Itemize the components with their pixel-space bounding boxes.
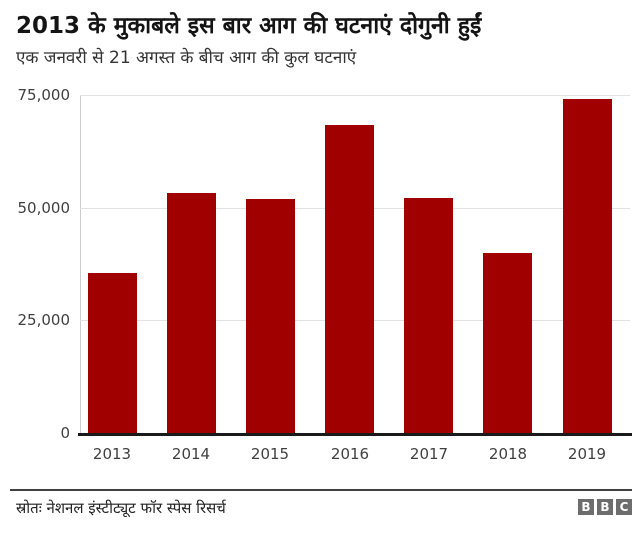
x-tick-label: 2016 xyxy=(330,445,370,463)
chart-subtitle: एक जनवरी से 21 अगस्त के बीच आग की कुल घट… xyxy=(16,48,357,68)
bar-2018 xyxy=(483,253,532,433)
chart-title: 2013 के मुकाबले इस बार आग की घटनाएं दोगु… xyxy=(16,13,482,39)
y-tick-label: 0 xyxy=(60,424,70,442)
x-tick-label: 2015 xyxy=(250,445,290,463)
bar-2014 xyxy=(167,193,216,433)
x-axis-line xyxy=(78,433,632,436)
y-tick-label: 75,000 xyxy=(17,86,71,104)
bar-2017 xyxy=(404,198,453,433)
y-tick-label: 25,000 xyxy=(17,311,71,329)
bar-2016 xyxy=(325,125,374,433)
bar-2013 xyxy=(88,273,137,433)
bbc-logo-letter: B xyxy=(597,499,613,515)
source-text: स्रोतः नेशनल इंस्टीट्यूट फॉर स्पेस रिसर्… xyxy=(16,499,226,517)
gridline-75,000 xyxy=(80,95,630,96)
x-tick-label: 2013 xyxy=(92,445,132,463)
x-tick-label: 2017 xyxy=(409,445,449,463)
bar-2019 xyxy=(563,99,612,433)
bar-2015 xyxy=(246,199,295,433)
x-tick-label: 2018 xyxy=(488,445,528,463)
bar-chart-plot-area: 0 25,000 50,000 75,000 2013 2014 2015 2016 2017 2… xyxy=(0,80,640,480)
bbc-logo: B B C xyxy=(578,499,632,515)
bbc-logo-letter: B xyxy=(578,499,594,515)
y-axis-line xyxy=(80,95,81,433)
x-tick-label: 2019 xyxy=(567,445,607,463)
bbc-logo-letter: C xyxy=(616,499,632,515)
y-tick-label: 50,000 xyxy=(17,199,71,217)
footer-divider xyxy=(10,489,632,491)
x-tick-label: 2014 xyxy=(171,445,211,463)
